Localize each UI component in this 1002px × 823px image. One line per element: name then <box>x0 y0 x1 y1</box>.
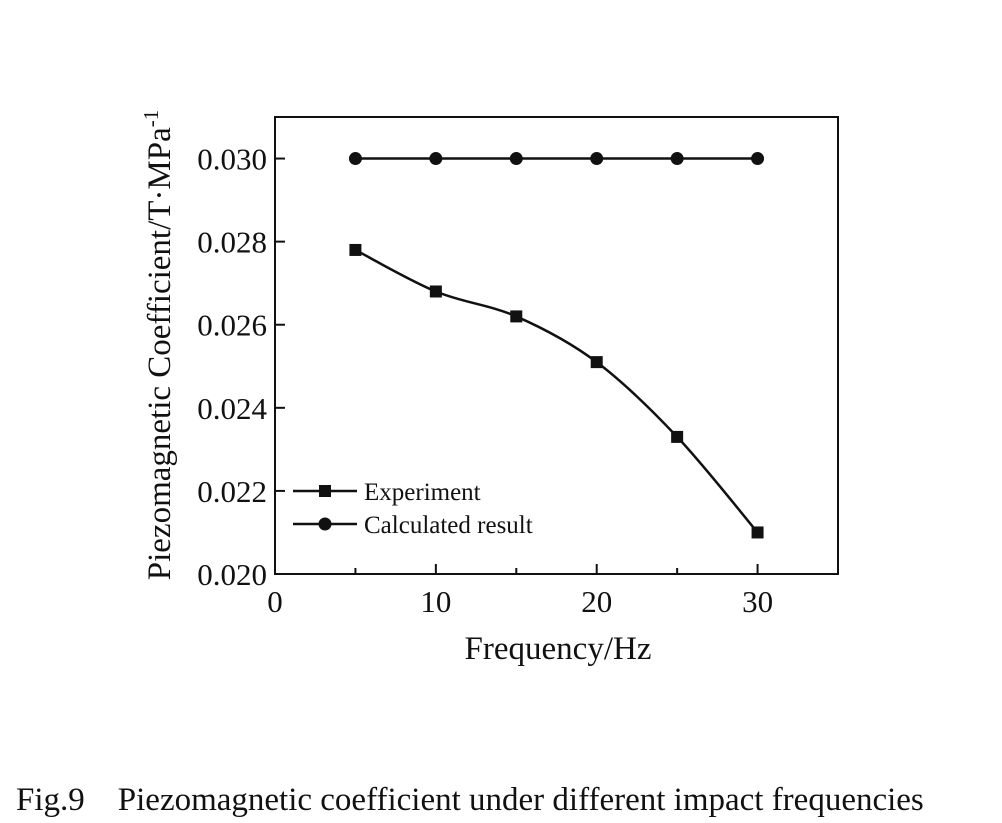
data-point-experiment <box>510 310 523 323</box>
x-tick-label: 30 <box>742 584 773 619</box>
legend-marker-experiment <box>319 485 331 497</box>
legend: Experiment Calculated result <box>293 479 533 539</box>
data-point-experiment <box>429 285 442 298</box>
legend-marker-calculated <box>318 517 332 531</box>
y-tick-label: 0.020 <box>197 557 267 592</box>
legend-label-experiment: Experiment <box>364 479 481 506</box>
data-point-experiment <box>671 430 684 443</box>
y-axis-label-main: Piezomagnetic Coefficient/T·MPa <box>142 127 178 580</box>
x-axis-label: Frequency/Hz <box>465 631 652 667</box>
data-point-calculated <box>429 152 443 166</box>
data-point-calculated <box>590 152 604 166</box>
figure-caption: Fig.9 Piezomagnetic coefficient under di… <box>16 782 924 818</box>
x-axis-ticks: 0 10 20 30 <box>267 564 773 619</box>
y-axis-ticks: 0.020 0.022 0.024 0.026 0.028 0.030 <box>197 142 285 592</box>
data-point-experiment <box>349 243 362 256</box>
x-tick-label: 20 <box>581 584 612 619</box>
plot-frame <box>274 116 839 575</box>
y-tick-label: 0.026 <box>197 308 267 343</box>
data-point-calculated <box>509 152 523 166</box>
y-axis-label: Piezomagnetic Coefficient/T·MPa-1 <box>139 110 178 581</box>
legend-label-calculated: Calculated result <box>364 512 533 539</box>
data-point-experiment <box>751 526 764 539</box>
y-tick-label: 0.030 <box>197 142 267 177</box>
y-tick-label: 0.024 <box>197 391 267 426</box>
series-layer <box>348 152 765 539</box>
data-point-experiment <box>590 356 603 369</box>
x-tick-label: 10 <box>420 584 451 619</box>
y-axis-label-superscript: -1 <box>139 110 163 128</box>
data-point-calculated <box>751 152 765 166</box>
data-point-calculated <box>348 152 362 166</box>
y-tick-label: 0.022 <box>197 474 267 509</box>
x-tick-label: 0 <box>267 584 283 619</box>
data-point-calculated <box>670 152 684 166</box>
y-tick-label: 0.028 <box>197 225 267 260</box>
